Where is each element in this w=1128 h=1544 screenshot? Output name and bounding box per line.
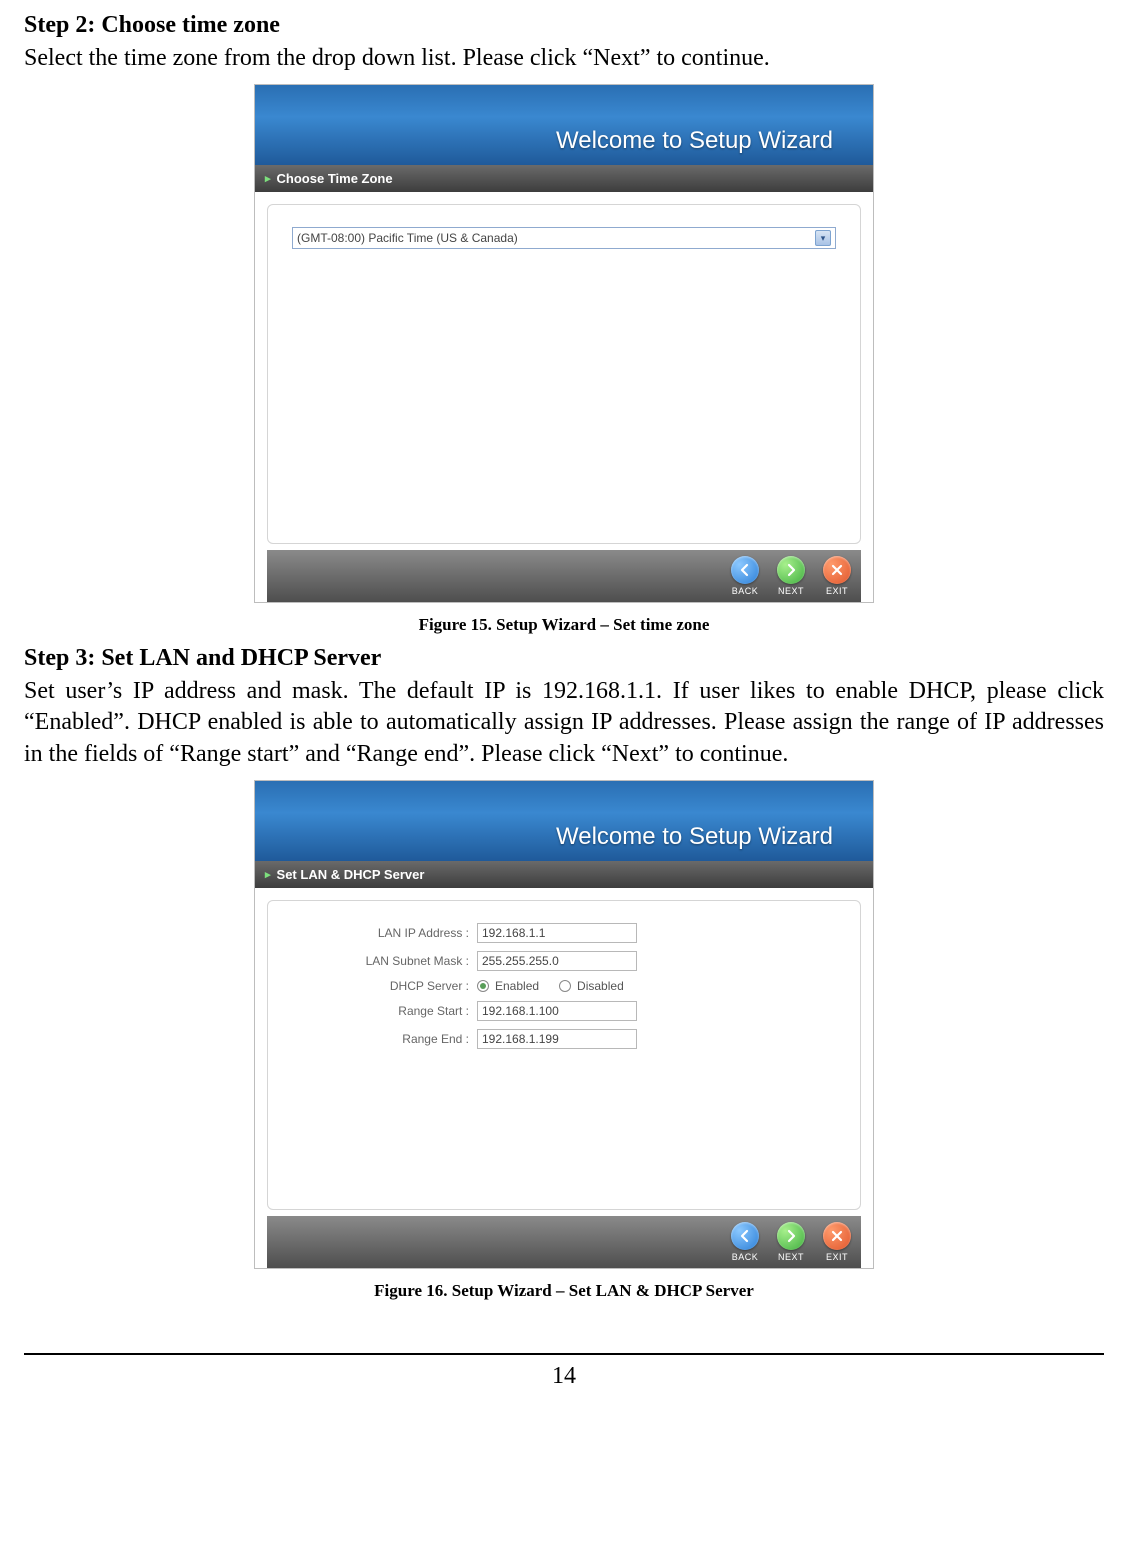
back-icon xyxy=(731,1222,759,1250)
step2-body: Select the time zone from the drop down … xyxy=(24,43,1104,74)
dhcp-disabled-label: Disabled xyxy=(577,979,624,993)
range-end-label: Range End : xyxy=(292,1032,477,1046)
wizard-footer: BACK NEXT EXIT xyxy=(267,1216,861,1268)
dhcp-row: DHCP Server : Enabled Disabled xyxy=(292,979,836,993)
wizard-content: LAN IP Address : LAN Subnet Mask : DHCP … xyxy=(255,888,873,1268)
dhcp-disabled-radio[interactable] xyxy=(559,980,571,992)
wizard-content: (GMT-08:00) Pacific Time (US & Canada) ▾… xyxy=(255,192,873,602)
back-button[interactable]: BACK xyxy=(731,1222,759,1262)
wizard-section-title: Choose Time Zone xyxy=(277,171,393,186)
dhcp-enabled-label: Enabled xyxy=(495,979,539,993)
wizard-section-bar: ▸ Set LAN & DHCP Server xyxy=(255,861,873,888)
chevron-right-icon: ▸ xyxy=(265,868,271,881)
wizard-panel: (GMT-08:00) Pacific Time (US & Canada) ▾ xyxy=(267,204,861,544)
wizard-footer: BACK NEXT EXIT xyxy=(267,550,861,602)
step3-body: Set user’s IP address and mask. The defa… xyxy=(24,676,1104,770)
wizard-banner: Welcome to Setup Wizard xyxy=(255,85,873,165)
dhcp-radio-group: Enabled Disabled xyxy=(477,979,624,993)
range-start-input[interactable] xyxy=(477,1001,637,1021)
wizard-timezone: Welcome to Setup Wizard ▸ Choose Time Zo… xyxy=(254,84,874,603)
next-icon xyxy=(777,556,805,584)
lan-mask-row: LAN Subnet Mask : xyxy=(292,951,836,971)
lan-mask-input[interactable] xyxy=(477,951,637,971)
next-label: NEXT xyxy=(778,586,804,596)
range-end-input[interactable] xyxy=(477,1029,637,1049)
exit-label: EXIT xyxy=(826,1252,848,1262)
timezone-value: (GMT-08:00) Pacific Time (US & Canada) xyxy=(297,231,518,245)
lan-ip-input[interactable] xyxy=(477,923,637,943)
exit-icon xyxy=(823,556,851,584)
figure16-caption: Figure 16. Setup Wizard – Set LAN & DHCP… xyxy=(24,1281,1104,1301)
exit-label: EXIT xyxy=(826,586,848,596)
wizard-lan-dhcp: Welcome to Setup Wizard ▸ Set LAN & DHCP… xyxy=(254,780,874,1269)
chevron-right-icon: ▸ xyxy=(265,172,271,185)
timezone-select[interactable]: (GMT-08:00) Pacific Time (US & Canada) ▾ xyxy=(292,227,836,249)
range-end-row: Range End : xyxy=(292,1029,836,1049)
wizard-section-bar: ▸ Choose Time Zone xyxy=(255,165,873,192)
figure15-caption: Figure 15. Setup Wizard – Set time zone xyxy=(24,615,1104,635)
next-button[interactable]: NEXT xyxy=(777,1222,805,1262)
step3-heading: Step 3: Set LAN and DHCP Server xyxy=(24,645,1104,672)
page-number: 14 xyxy=(24,1363,1104,1408)
next-button[interactable]: NEXT xyxy=(777,556,805,596)
wizard-banner: Welcome to Setup Wizard xyxy=(255,781,873,861)
next-icon xyxy=(777,1222,805,1250)
dhcp-label: DHCP Server : xyxy=(292,979,477,993)
wizard-panel: LAN IP Address : LAN Subnet Mask : DHCP … xyxy=(267,900,861,1210)
range-start-label: Range Start : xyxy=(292,1004,477,1018)
back-label: BACK xyxy=(732,586,759,596)
dhcp-enabled-radio[interactable] xyxy=(477,980,489,992)
wizard-section-title: Set LAN & DHCP Server xyxy=(277,867,425,882)
back-icon xyxy=(731,556,759,584)
step2-heading: Step 2: Choose time zone xyxy=(24,12,1104,39)
lan-ip-row: LAN IP Address : xyxy=(292,923,836,943)
back-button[interactable]: BACK xyxy=(731,556,759,596)
exit-button[interactable]: EXIT xyxy=(823,556,851,596)
page-divider xyxy=(24,1353,1104,1355)
exit-button[interactable]: EXIT xyxy=(823,1222,851,1262)
lan-mask-label: LAN Subnet Mask : xyxy=(292,954,477,968)
exit-icon xyxy=(823,1222,851,1250)
back-label: BACK xyxy=(732,1252,759,1262)
chevron-down-icon[interactable]: ▾ xyxy=(815,230,831,246)
lan-ip-label: LAN IP Address : xyxy=(292,926,477,940)
range-start-row: Range Start : xyxy=(292,1001,836,1021)
next-label: NEXT xyxy=(778,1252,804,1262)
